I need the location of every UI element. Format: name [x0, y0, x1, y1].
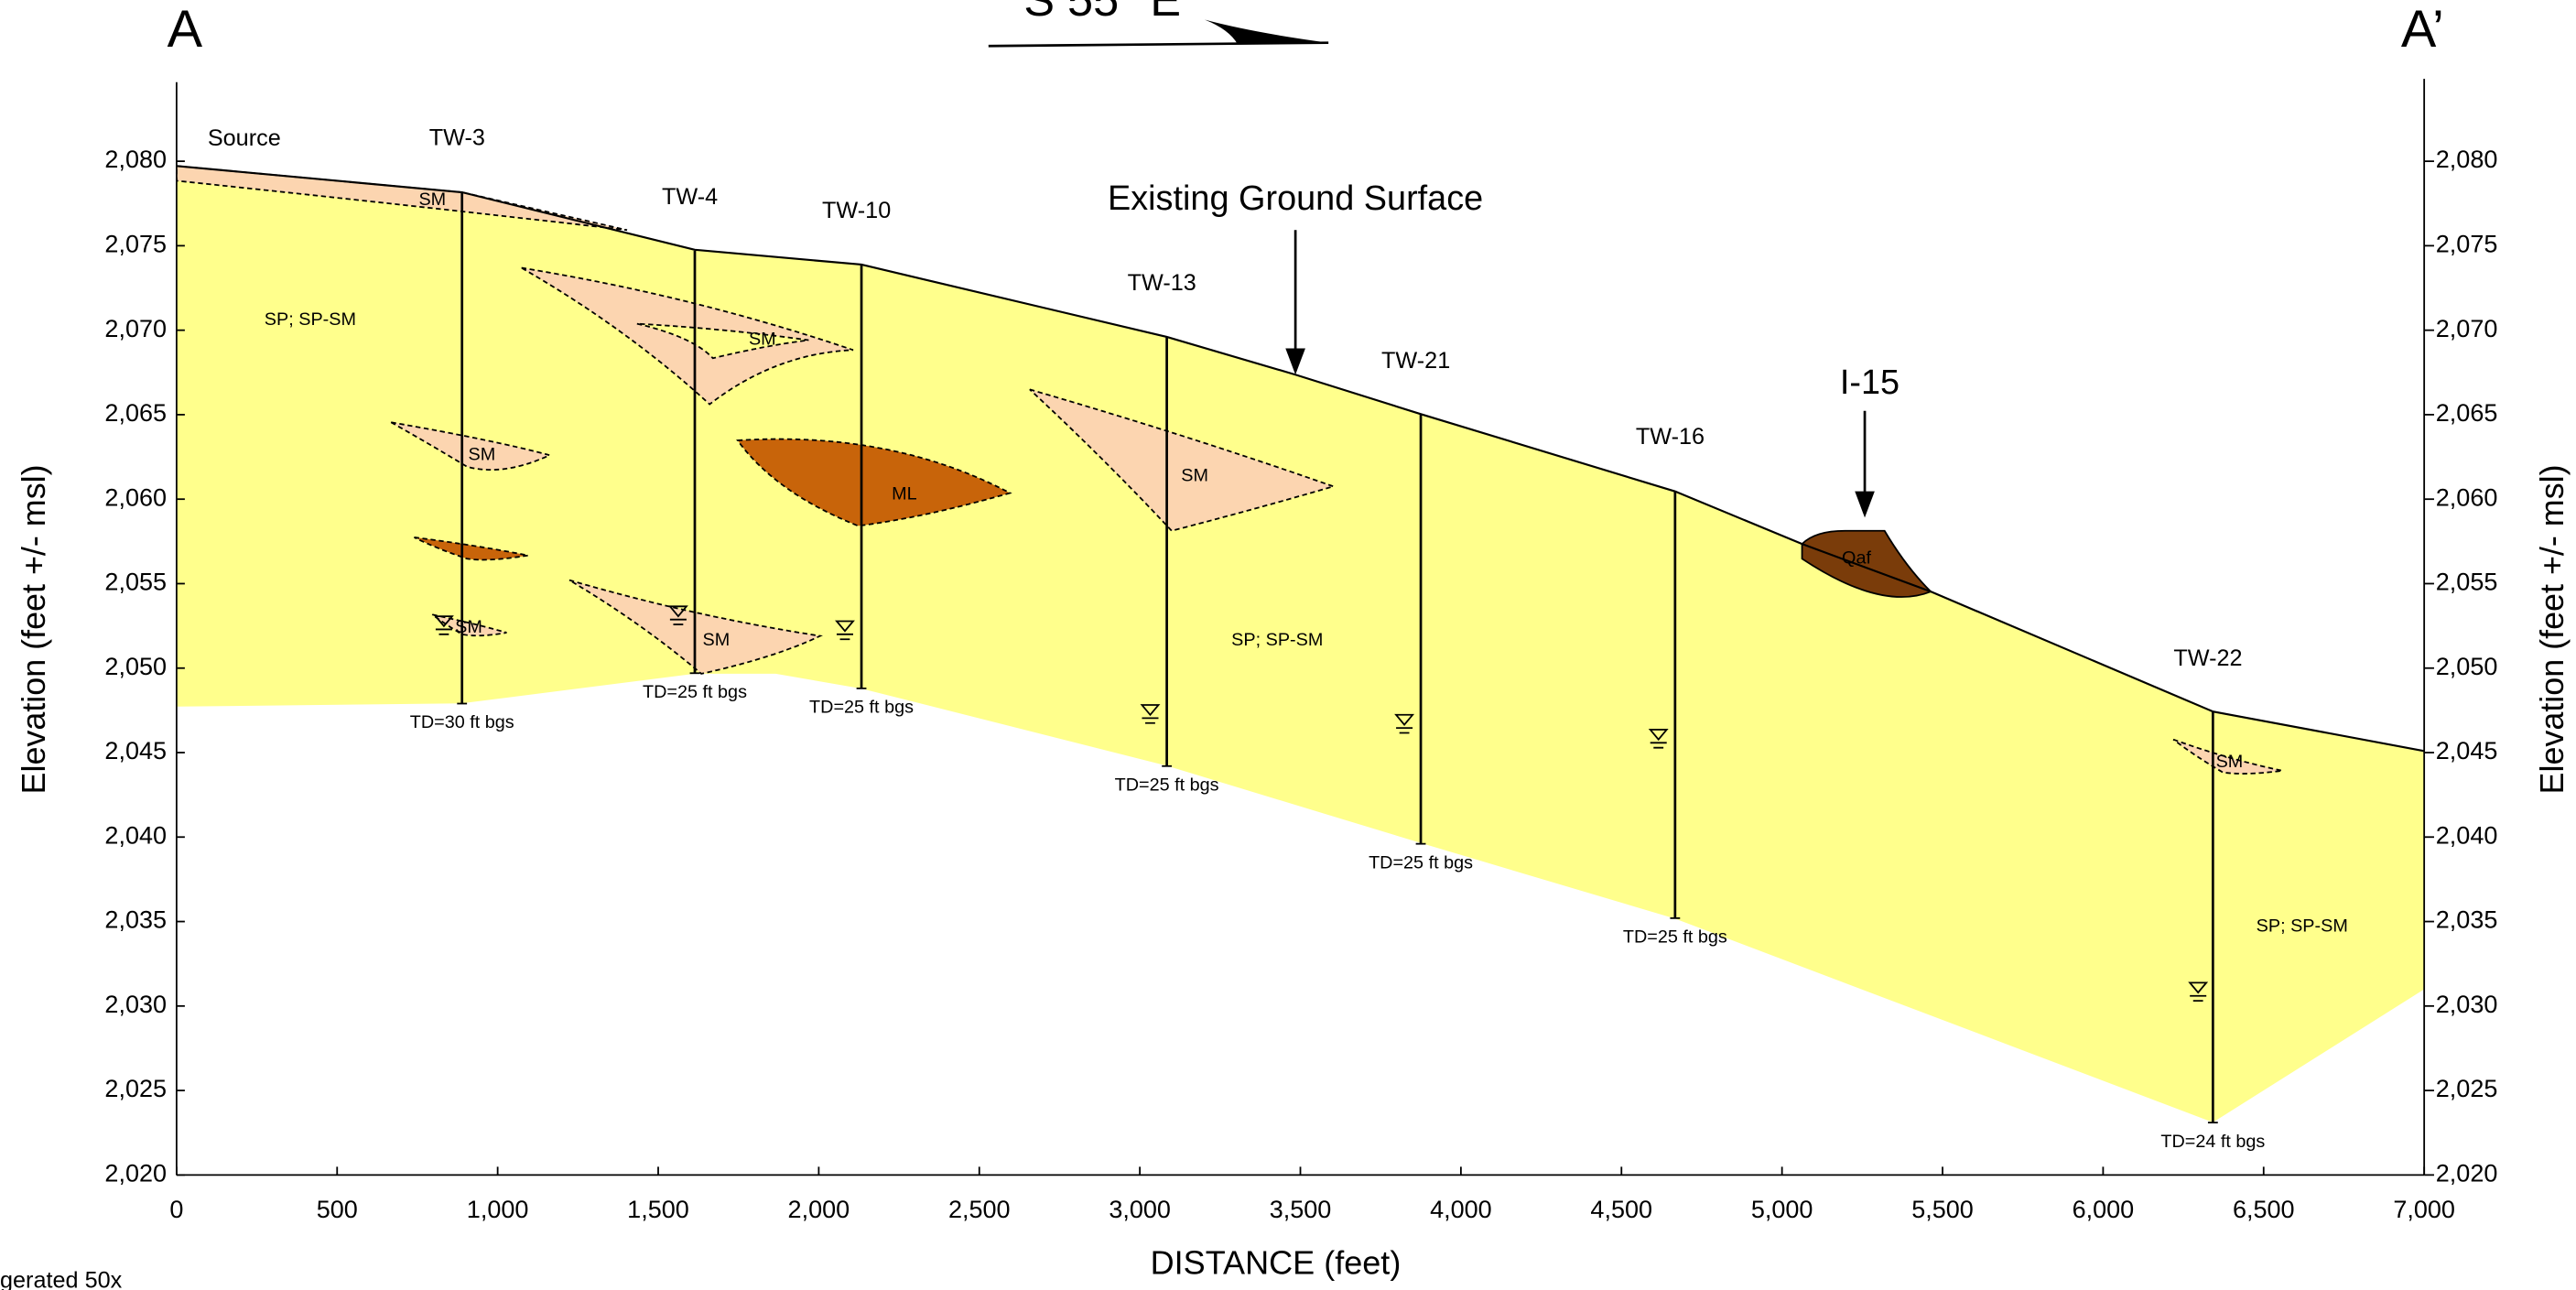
y2-tick-label: 2,030 [2436, 991, 2498, 1018]
y2-tick-label: 2,070 [2436, 315, 2498, 342]
x-tick-label: 500 [317, 1196, 358, 1223]
page: A A’ S 55° E Existing Ground Surface I-1… [0, 0, 2576, 1290]
y-tick-label: 2,055 [104, 569, 167, 596]
y-tick-label: 2,035 [104, 906, 167, 934]
soil-label: ML [892, 484, 917, 504]
td-label: TD=25 ft bgs [1115, 775, 1219, 796]
soil-label: SM [418, 190, 446, 210]
section-start: A [168, 0, 203, 59]
soil-label: SM [2216, 752, 2244, 772]
x-tick-label: 2,000 [788, 1196, 850, 1223]
bearing-arrow-head [1205, 20, 1328, 45]
bearing: S 55° E [1023, 0, 1181, 26]
borehole-label: TW-21 [1381, 348, 1450, 374]
x-tick-label: 2,500 [948, 1196, 1011, 1223]
y-tick-label: 2,070 [104, 315, 167, 342]
annotation: gerated 50x [0, 1268, 123, 1290]
annotation: Existing Ground Surface [1108, 179, 1483, 218]
x-tick-label: 0 [169, 1196, 183, 1223]
td-label: TD=25 ft bgs [1369, 852, 1473, 873]
td-label: TD=25 ft bgs [809, 698, 914, 718]
y-tick-label: 2,060 [104, 483, 167, 511]
y-tick-label: 2,075 [104, 231, 167, 258]
arrow-head [1855, 492, 1875, 518]
y-tick-label: 2,025 [104, 1075, 167, 1102]
y2-tick-label: 2,055 [2436, 569, 2498, 596]
td-label: TD=25 ft bgs [1623, 927, 1727, 948]
td-label: TD=25 ft bgs [643, 682, 747, 702]
x-tick-label: 5,500 [1911, 1196, 1974, 1223]
y-axis-label: Elevation (feet +/- msl) [15, 464, 52, 794]
soil-label: SM [703, 630, 731, 650]
soil-label: SP; SP-SM [265, 309, 356, 330]
y-tick-label: 2,080 [104, 146, 167, 173]
td-label: TD=30 ft bgs [410, 712, 514, 732]
x-tick-label: 1,000 [467, 1196, 529, 1223]
borehole-label: TW-4 [662, 184, 718, 210]
borehole-label: TW-10 [822, 198, 891, 223]
section-end: A’ [2401, 0, 2444, 59]
y2-tick-label: 2,020 [2436, 1160, 2498, 1187]
x-axis-label: DISTANCE (feet) [1151, 1244, 1402, 1282]
td-label: TD=24 ft bgs [2160, 1132, 2265, 1152]
x-tick-label: 5,000 [1751, 1196, 1813, 1223]
y2-tick-label: 2,045 [2436, 737, 2498, 764]
y2-tick-label: 2,040 [2436, 821, 2498, 849]
y2-tick-label: 2,025 [2436, 1075, 2498, 1102]
y-tick-label: 2,065 [104, 399, 167, 427]
borehole-label: TW-22 [2173, 645, 2242, 671]
y2-tick-label: 2,080 [2436, 146, 2498, 173]
y2-tick-label: 2,035 [2436, 906, 2498, 934]
y-tick-label: 2,045 [104, 737, 167, 764]
y2-axis-label: Elevation (feet +/- msl) [2533, 464, 2571, 794]
x-tick-label: 3,500 [1270, 1196, 1332, 1223]
cross-section: A A’ S 55° E Existing Ground Surface I-1… [0, 0, 2576, 1290]
y-tick-label: 2,030 [104, 991, 167, 1018]
y-tick-label: 2,040 [104, 821, 167, 849]
x-tick-label: 3,000 [1109, 1196, 1171, 1223]
x-tick-label: 4,000 [1430, 1196, 1492, 1223]
x-tick-label: 4,500 [1590, 1196, 1652, 1223]
soil-label: SP; SP-SM [1231, 630, 1323, 650]
x-tick-label: 6,000 [2073, 1196, 2135, 1223]
borehole-label: TW-16 [1636, 424, 1705, 450]
y-tick-label: 2,050 [104, 653, 167, 680]
borehole-label: TW-3 [429, 125, 485, 151]
y2-tick-label: 2,075 [2436, 231, 2498, 258]
soil-label: SP; SP-SM [2257, 916, 2348, 937]
y2-tick-label: 2,060 [2436, 483, 2498, 511]
soil-label: SM [1181, 466, 1208, 486]
y-tick-label: 2,020 [104, 1160, 167, 1187]
x-tick-label: 1,500 [627, 1196, 689, 1223]
y2-tick-label: 2,050 [2436, 653, 2498, 680]
soil-label: SM [455, 617, 482, 637]
arrow-head [1285, 349, 1305, 375]
borehole-label: TW-13 [1128, 270, 1196, 296]
annotation: I-15 [1840, 363, 1900, 402]
soil-label: SM [469, 444, 496, 464]
annotation: Source [208, 125, 281, 151]
x-tick-label: 6,500 [2233, 1196, 2295, 1223]
y2-tick-label: 2,065 [2436, 399, 2498, 427]
soil-label: Qaf [1842, 548, 1871, 569]
soil-label: SM [749, 330, 776, 350]
x-tick-label: 7,000 [2393, 1196, 2455, 1223]
